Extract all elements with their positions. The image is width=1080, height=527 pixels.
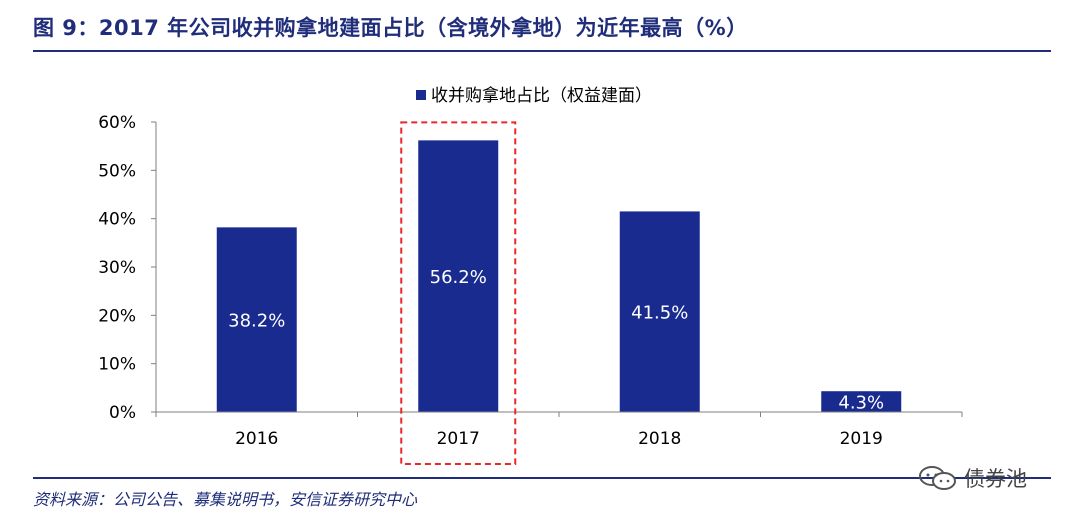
watermark: 债券池	[918, 463, 1027, 493]
bar-2018	[619, 211, 700, 412]
y-tick-label: 0%	[109, 403, 136, 423]
bars: 38.2% 56.2% 41.5% 4.3%	[216, 140, 902, 414]
x-axis: 2016 2017 2018 2019	[155, 411, 963, 449]
legend-swatch	[416, 90, 426, 100]
footer-rule	[33, 477, 1051, 479]
legend: 收并购拿地占比（权益建面）	[416, 85, 652, 106]
watermark-text: 债券池	[964, 467, 1027, 491]
y-axis: 0% 10% 20% 30% 40% 50% 60%	[98, 113, 157, 423]
figure-title: 图 9：2017 年公司收并购拿地建面占比（含境外拿地）为近年最高（%）	[33, 16, 748, 40]
chat-bubbles-icon	[919, 466, 956, 490]
y-tick-label: 30%	[98, 258, 136, 278]
x-tick-label: 2018	[638, 429, 681, 449]
y-tick-label: 40%	[98, 210, 136, 230]
bar-2017	[418, 140, 499, 412]
x-tick-label: 2016	[235, 429, 278, 449]
x-tick-label: 2017	[437, 429, 480, 449]
data-label-2016: 38.2%	[228, 311, 285, 332]
data-label-2017: 56.2%	[430, 267, 487, 288]
x-tick-label: 2019	[840, 429, 883, 449]
legend-label: 收并购拿地占比（权益建面）	[431, 85, 652, 106]
bar-chart: 收并购拿地占比（权益建面） 0% 10% 20% 30% 40% 50% 60% 38.2%…	[98, 85, 963, 465]
y-tick-label: 10%	[98, 355, 136, 375]
data-label-2018: 41.5%	[631, 303, 688, 324]
highlight-box	[400, 121, 517, 465]
y-tick-label: 60%	[98, 113, 136, 133]
bar-2019	[821, 391, 902, 412]
bar-2016	[216, 227, 297, 412]
y-tick-label: 20%	[98, 306, 136, 326]
source-note: 资料来源：公司公告、募集说明书，安信证券研究中心	[33, 490, 418, 509]
data-label-2019: 4.3%	[838, 393, 884, 414]
title-rule	[33, 50, 1051, 52]
y-tick-label: 50%	[98, 161, 136, 181]
